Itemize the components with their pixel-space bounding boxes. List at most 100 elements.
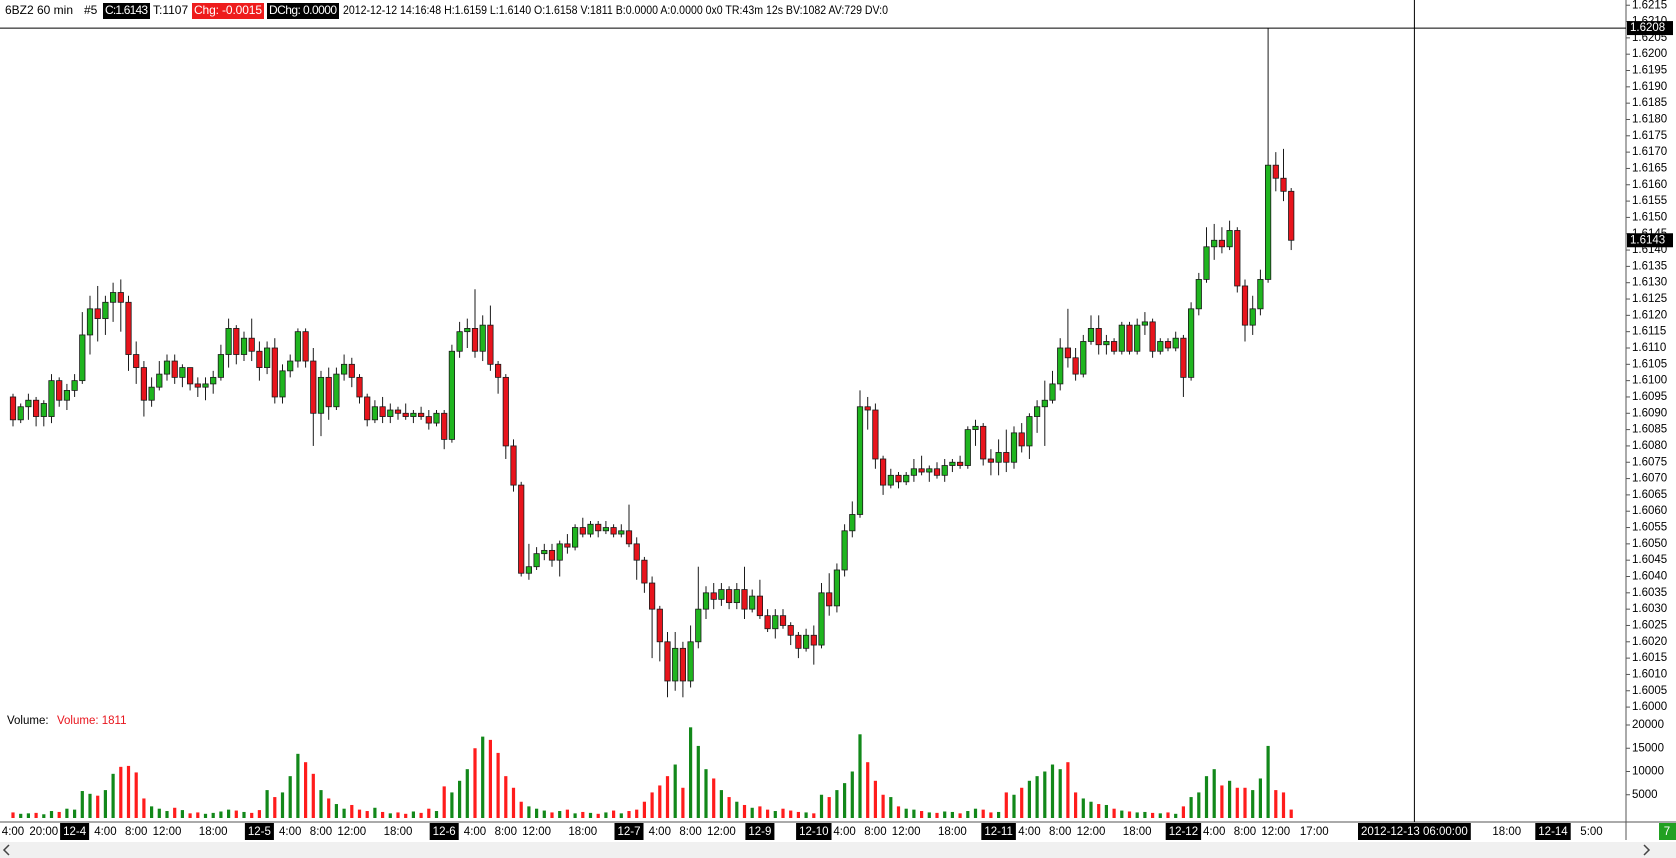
scrollbar[interactable] (0, 842, 1676, 858)
x-tick-label: 8:00 (1234, 826, 1256, 838)
candle-body (1064, 347, 1071, 359)
candle-body (494, 363, 502, 378)
y-tick-label: 1.6030 (1632, 603, 1667, 615)
candle-body (887, 474, 894, 486)
volume-bar (750, 807, 754, 818)
candle-body (248, 337, 255, 352)
x-tick-label: 4:00 (1203, 826, 1225, 838)
x-tick-label: 4:00 (94, 826, 116, 838)
candle-body (903, 474, 910, 483)
candle-body (1226, 230, 1233, 248)
volume-bar (1166, 812, 1170, 818)
volume-bar (796, 811, 800, 818)
x-tick-label: 12:00 (707, 826, 736, 838)
date-label-box (1165, 823, 1202, 840)
y-tick-label: 1.6025 (1632, 620, 1667, 632)
volume-bar (234, 810, 238, 818)
candle-body (179, 367, 186, 378)
candle-body (294, 331, 302, 362)
volume-bar (966, 811, 970, 818)
candle-body (333, 373, 340, 408)
volume-bar (1204, 776, 1209, 818)
candle-body (441, 412, 448, 440)
candle-body (980, 425, 987, 460)
candle-body (710, 592, 717, 600)
y-tick-label: 1.6005 (1632, 685, 1667, 697)
candle-body (1049, 383, 1056, 401)
y-tick-label: 1.6175 (1632, 130, 1667, 142)
candle-body (880, 458, 887, 486)
date-label-box (1358, 823, 1471, 840)
candle-body (117, 292, 124, 303)
volume-bar (350, 804, 354, 818)
candle-body (479, 324, 486, 352)
volume-bar (1197, 792, 1201, 818)
candle-body (1257, 279, 1264, 310)
candle-body (1034, 406, 1041, 417)
candle-body (9, 396, 17, 421)
volume-bar (781, 808, 785, 818)
volume-bar (57, 811, 61, 818)
volume-bar (588, 812, 593, 818)
candle-body (864, 406, 871, 411)
scroll-right[interactable] (1643, 844, 1651, 856)
volume-bar (1020, 787, 1024, 818)
volume-bar (804, 812, 808, 818)
candle-body (587, 523, 594, 535)
volume-bar (558, 811, 562, 818)
candle-body (102, 301, 109, 320)
candle-body (125, 301, 132, 355)
volume-bar (404, 813, 408, 818)
candle-body (40, 403, 47, 417)
y-tick-label: 1.6110 (1632, 342, 1666, 354)
x-tick-label: 12-9 (748, 826, 771, 838)
volume-bar (581, 811, 585, 818)
y-tick-label: 1.6060 (1632, 505, 1667, 517)
date-label-box (244, 823, 274, 840)
x-tick-label: 18:00 (384, 826, 413, 838)
candle-body (79, 334, 86, 382)
volume-bar (943, 811, 947, 818)
volume-bar (950, 811, 954, 818)
volume-bar (250, 812, 254, 818)
x-tick-label: 12:00 (337, 826, 366, 838)
candle-body (1180, 337, 1187, 378)
candle-body (933, 468, 941, 476)
volume-tick-label: 10000 (1632, 766, 1664, 778)
volume-bar (265, 790, 269, 818)
date-label-box (429, 823, 459, 840)
candle-body (510, 445, 517, 486)
candle-body (148, 386, 155, 401)
volume-bar (173, 807, 177, 818)
candle-body (664, 641, 671, 682)
volume-bar (604, 812, 608, 818)
volume-bar (1104, 804, 1108, 818)
volume-bar (1027, 780, 1031, 818)
date-label-box (1535, 823, 1571, 840)
x-tick-label: 12-5 (248, 826, 271, 838)
x-tick-label: 5:00 (1580, 826, 1602, 838)
volume-bar (1120, 810, 1124, 818)
volume-bar (19, 813, 23, 818)
volume-bar (1004, 792, 1008, 818)
y-tick-label: 1.6045 (1632, 554, 1667, 566)
candle-body (1234, 230, 1241, 287)
x-tick-label: 8:00 (125, 826, 147, 838)
x-tick-label: 4:00 (2, 826, 24, 838)
candle-body (895, 474, 902, 483)
candle-body (610, 527, 617, 535)
candle-body (841, 530, 848, 571)
y-tick-label: 1.6080 (1632, 440, 1667, 452)
scroll-left[interactable] (2, 844, 10, 856)
candle-body (926, 468, 933, 473)
volume-bar (704, 769, 708, 818)
candle-body (525, 566, 533, 574)
volume-bar (712, 778, 716, 818)
volume-bar (296, 753, 300, 818)
candle-body (471, 328, 479, 352)
candle-body (1057, 347, 1064, 385)
volume-bar (735, 801, 739, 818)
candle-body (556, 543, 563, 561)
candle-body (210, 376, 217, 385)
x-tick-label: 12-14 (1538, 826, 1568, 838)
